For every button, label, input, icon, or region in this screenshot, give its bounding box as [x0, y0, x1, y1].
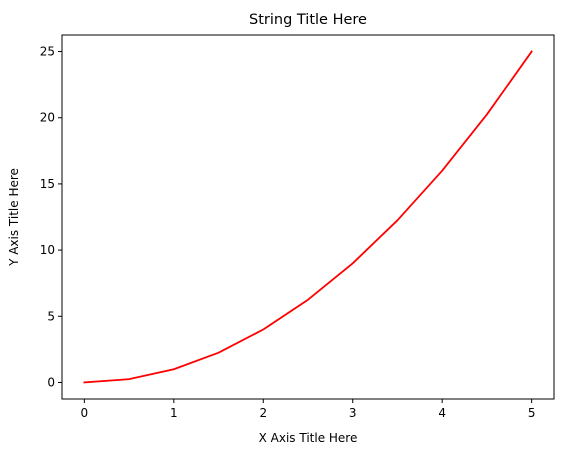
y-tick-label: 10 — [40, 243, 55, 257]
y-tick-label: 25 — [40, 45, 55, 59]
series-layer — [83, 50, 533, 384]
x-tick-label: 5 — [528, 406, 536, 420]
x-tick-label: 2 — [259, 406, 267, 420]
x-tick-label: 0 — [81, 406, 89, 420]
x-tick-label: 3 — [349, 406, 357, 420]
x-axis: 0 1 2 3 4 5 — [81, 399, 536, 420]
y-tick-label: 5 — [47, 309, 55, 323]
y-axis: 0 5 10 15 20 25 — [40, 45, 62, 389]
plot-frame — [61, 34, 555, 400]
series-line — [83, 50, 533, 384]
y-tick-label: 0 — [47, 375, 55, 389]
y-tick-label: 15 — [40, 177, 55, 191]
chart-title: String Title Here — [249, 12, 367, 28]
y-axis-title: Y Axis Title Here — [7, 168, 21, 267]
y-tick-label: 20 — [40, 111, 55, 125]
x-tick-label: 4 — [438, 406, 446, 420]
x-axis-title: X Axis Title Here — [259, 431, 358, 445]
x-tick-label: 1 — [170, 406, 178, 420]
